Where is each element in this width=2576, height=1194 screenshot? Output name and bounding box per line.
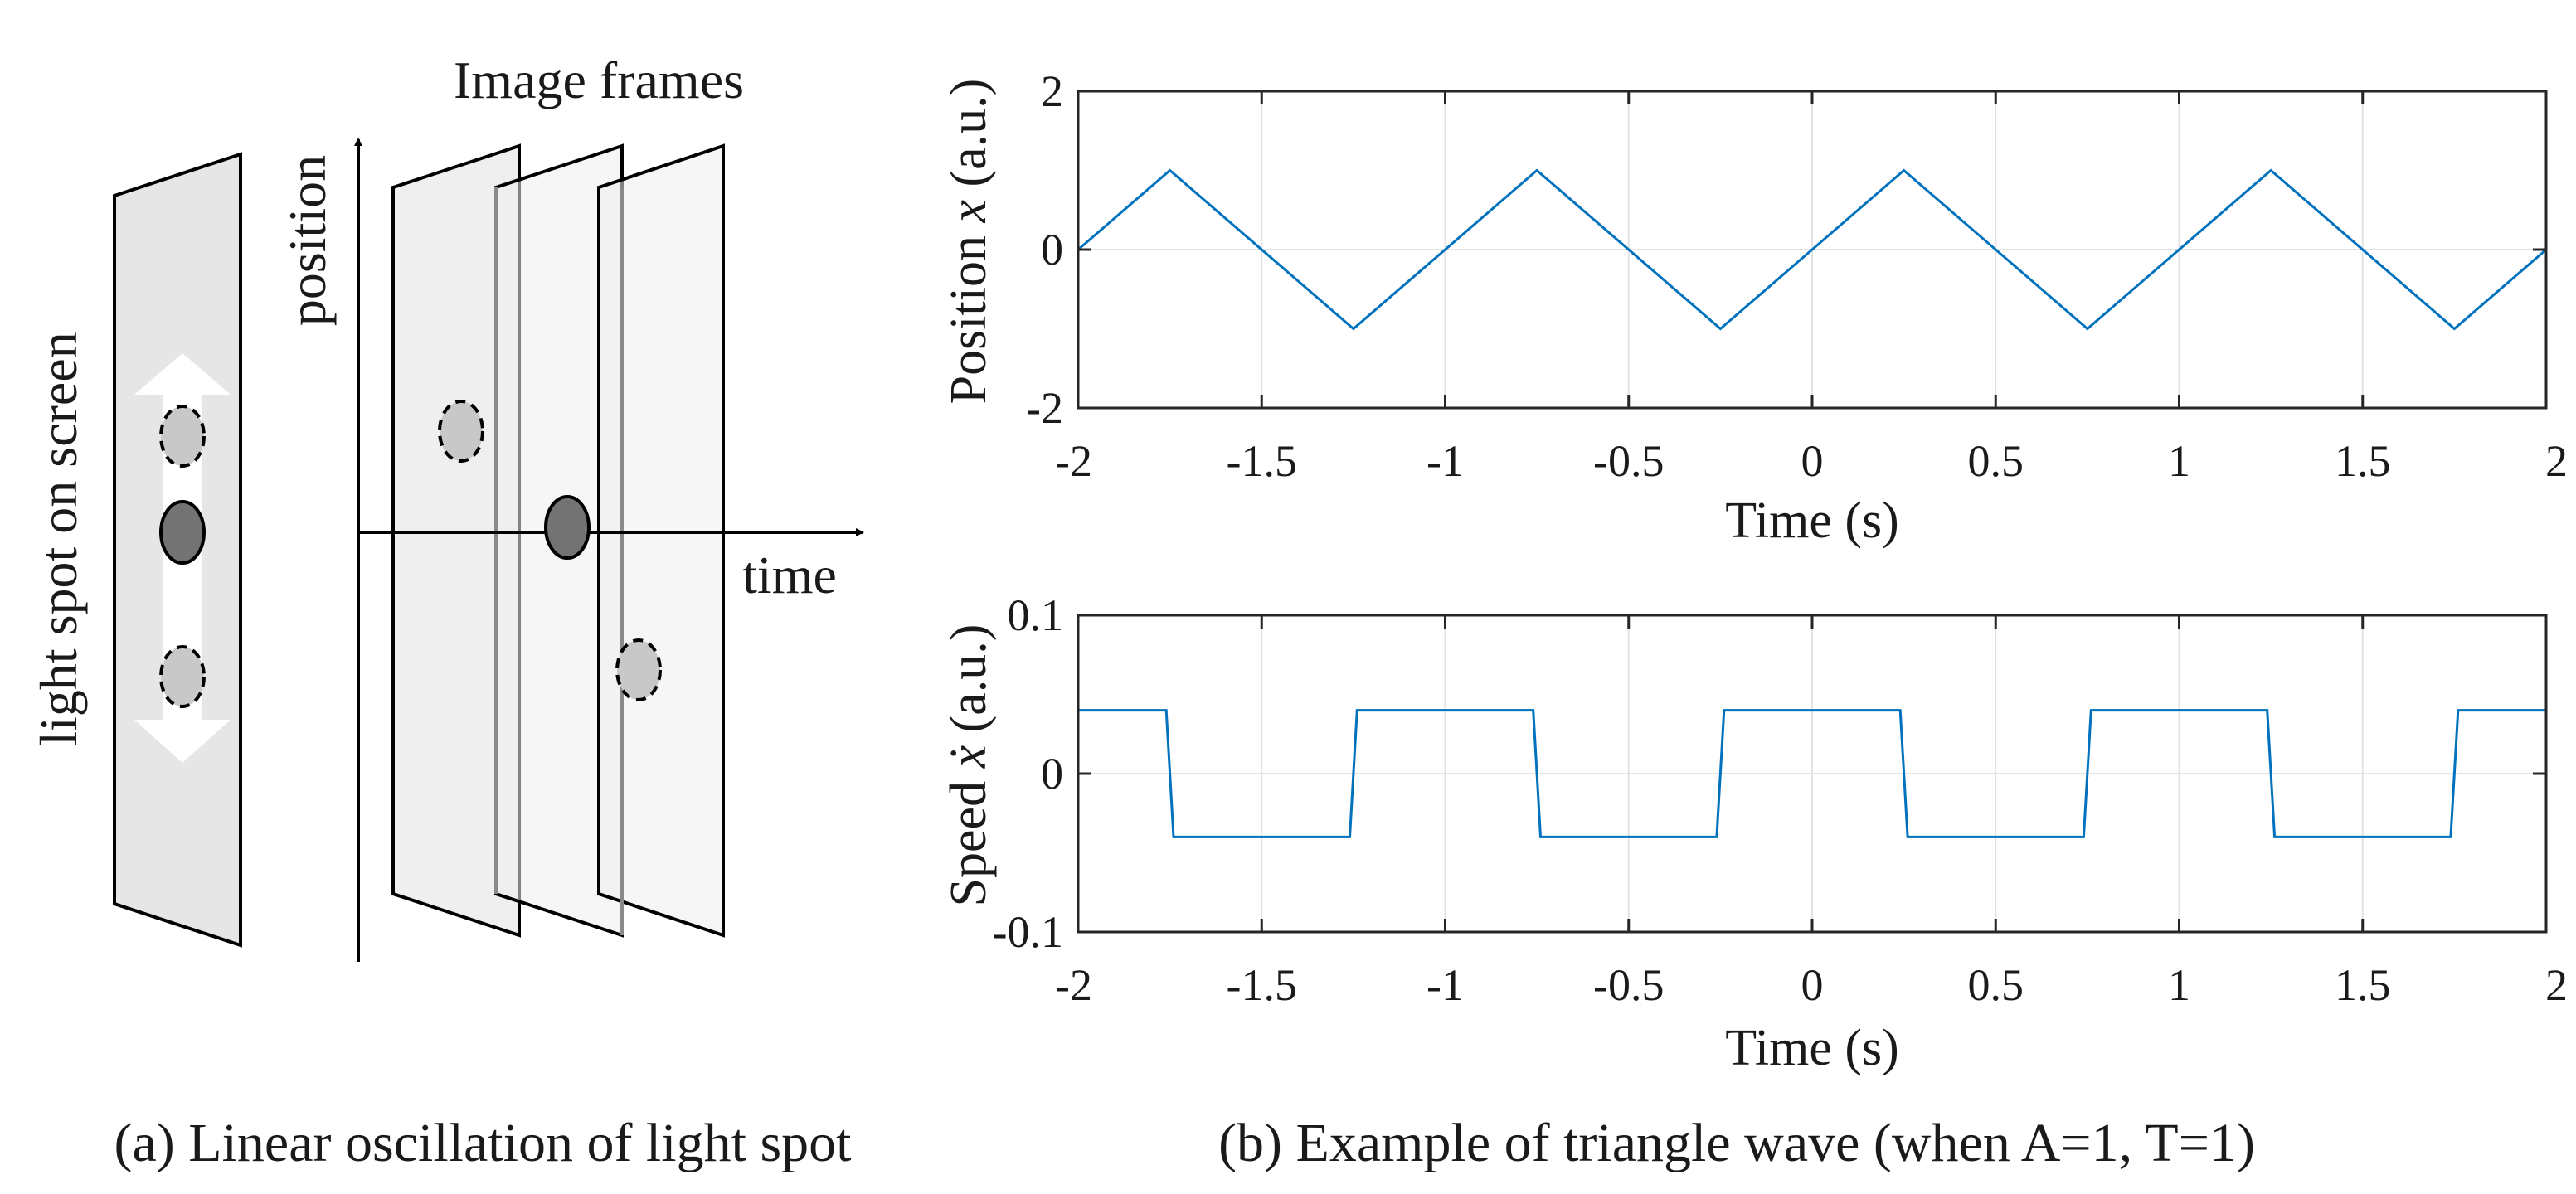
x-tick-label: 1.5 [2335, 436, 2391, 486]
y-axis-title-prefix: Speed [940, 768, 997, 906]
frame-spot-1 [438, 400, 484, 463]
screen-label: light spot on screen [29, 332, 88, 745]
y-axis-title-suffix: (a.u.) [940, 79, 997, 200]
x-tick-label: 0.5 [1968, 436, 2024, 486]
y-tick-label: 2 [1041, 66, 1063, 116]
x-axis-title: Time (s) [1725, 1020, 1899, 1076]
position-axis-label: position [278, 155, 337, 326]
time-axis-label: time [742, 546, 837, 604]
x-tick-label: 1 [2168, 436, 2190, 486]
frame-spot-2 [544, 495, 591, 560]
speed-chart: -2 -1.5 -1 -0.5 0 0.5 1 1.5 2 -0.1 0 0.1 Time (s) Spe… [940, 590, 2568, 1076]
frame-spot-3 [615, 638, 662, 701]
position-chart: -2 -1.5 -1 -0.5 0 0.5 1 1.5 2 -2 0 2 Time (s) Positio… [940, 66, 2568, 549]
y-axis-title: Speed ẋ (a.u.) [940, 624, 997, 907]
x-tick-label: 0 [1801, 436, 1824, 486]
frames-label: Image frames [454, 51, 744, 109]
y-tick-label: 0 [1041, 749, 1063, 798]
x-tick-label: -1 [1427, 436, 1464, 486]
x-tick-label: 1 [2168, 960, 2190, 1010]
x-tick-label: -0.5 [1593, 436, 1664, 486]
spot-lower-ghost [159, 645, 206, 708]
x-tick-label: 2 [2545, 436, 2568, 486]
x-tick-label: 0.5 [1968, 960, 2024, 1010]
x-tick-label: -1 [1427, 960, 1464, 1010]
y-tick-label: 0 [1041, 225, 1063, 274]
y-axis-title: Position x (a.u.) [940, 79, 997, 405]
x-tick-label: -1.5 [1227, 436, 1297, 486]
panel-a-diagram: light spot on screen position time Image… [29, 51, 864, 962]
y-tick-label: -2 [1026, 383, 1063, 433]
x-tick-label: -1.5 [1227, 960, 1297, 1010]
image-frame-1 [391, 143, 521, 938]
y-axis-title-prefix: Position [940, 223, 997, 405]
spot-upper-ghost [159, 405, 206, 468]
caption-b: (b) Example of triangle wave (when A=1, … [1218, 1113, 2255, 1173]
x-tick-label: -0.5 [1593, 960, 1664, 1010]
image-frame-3 [597, 143, 725, 938]
x-tick-label: -2 [1055, 436, 1092, 486]
y-axis-title-variable: x [940, 200, 997, 224]
y-axis-title-variable: ẋ [940, 745, 997, 769]
spot-center [159, 500, 206, 565]
x-tick-label: -2 [1055, 960, 1092, 1010]
x-axis-title: Time (s) [1725, 493, 1899, 549]
y-tick-label: 0.1 [1008, 590, 1064, 640]
series-line-position [1077, 168, 2547, 331]
x-tick-label: 1.5 [2335, 960, 2391, 1010]
x-tick-label: 2 [2545, 960, 2568, 1010]
caption-a: (a) Linear oscillation of light spot [114, 1113, 852, 1173]
x-tick-label: 0 [1801, 960, 1824, 1010]
y-tick-label: -0.1 [993, 907, 1063, 957]
y-axis-title-suffix: (a.u.) [940, 624, 997, 745]
series-line-speed [1078, 709, 2546, 838]
